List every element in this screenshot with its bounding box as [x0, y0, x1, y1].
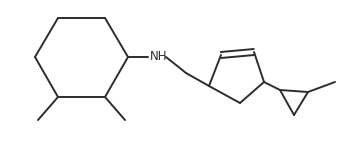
Text: NH: NH [150, 51, 167, 63]
